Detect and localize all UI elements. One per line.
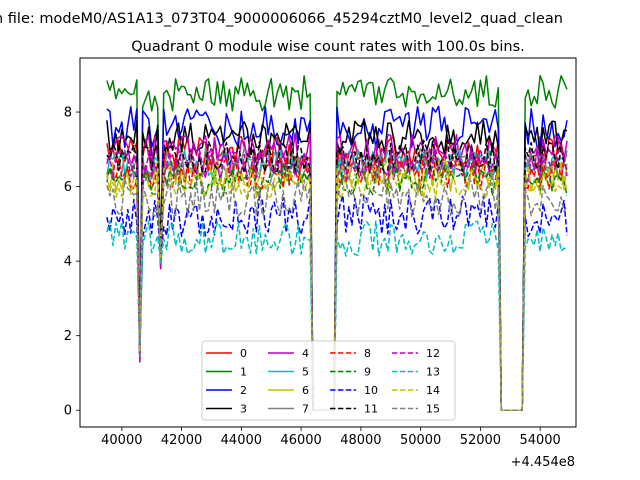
y-tick-label: 0 bbox=[64, 404, 72, 419]
series-line-2 bbox=[106, 105, 568, 411]
x-tick-label: 50000 bbox=[400, 433, 441, 448]
x-tick-label: 40000 bbox=[101, 433, 142, 448]
x-tick-label: 52000 bbox=[460, 433, 501, 448]
series-line-9 bbox=[106, 161, 568, 411]
legend-label-12: 12 bbox=[426, 347, 440, 360]
plot-area-frame bbox=[79, 57, 577, 428]
series-line-14 bbox=[106, 165, 568, 411]
legend-label-1: 1 bbox=[240, 366, 247, 379]
legend-label-4: 4 bbox=[302, 347, 309, 360]
series-line-11 bbox=[106, 139, 568, 411]
x-tick-label: 42000 bbox=[161, 433, 202, 448]
x-tick-label: 54000 bbox=[519, 433, 560, 448]
series-line-13 bbox=[106, 220, 568, 411]
x-axis-offset-label: +4.454e8 bbox=[511, 455, 575, 470]
y-tick-label: 4 bbox=[64, 255, 72, 270]
legend-label-13: 13 bbox=[426, 366, 440, 379]
legend-label-6: 6 bbox=[302, 384, 309, 397]
legend-label-15: 15 bbox=[426, 403, 440, 416]
legend-label-14: 14 bbox=[426, 384, 440, 397]
legend-label-8: 8 bbox=[364, 347, 371, 360]
x-tick-label: 44000 bbox=[221, 433, 262, 448]
series-layer bbox=[106, 74, 568, 411]
figure-suptitle: n file: modeM0/AS1A13_073T04_9000006066_… bbox=[0, 11, 563, 27]
series-line-1 bbox=[106, 74, 568, 411]
legend-label-11: 11 bbox=[364, 403, 378, 416]
chart-title: Quadrant 0 module wise count rates with … bbox=[131, 39, 525, 55]
legend-label-2: 2 bbox=[240, 384, 247, 397]
legend-label-9: 9 bbox=[364, 366, 371, 379]
legend-label-7: 7 bbox=[302, 403, 309, 416]
y-axis: 0 2 4 6 8 bbox=[64, 106, 80, 419]
series-line-15 bbox=[106, 178, 568, 411]
legend-label-5: 5 bbox=[302, 366, 309, 379]
legend-label-0: 0 bbox=[240, 347, 247, 360]
y-tick-label: 8 bbox=[64, 106, 72, 121]
y-tick-label: 2 bbox=[64, 329, 72, 344]
x-tick-label: 46000 bbox=[280, 433, 321, 448]
x-axis: 40000 42000 44000 46000 48000 50000 52000 54000 bbox=[101, 427, 561, 448]
y-tick-label: 6 bbox=[64, 180, 72, 195]
legend-frame bbox=[201, 340, 456, 421]
legend-label-3: 3 bbox=[240, 403, 247, 416]
x-tick-label: 48000 bbox=[340, 433, 381, 448]
series-line-4 bbox=[106, 132, 568, 411]
legend-label-10: 10 bbox=[364, 384, 378, 397]
